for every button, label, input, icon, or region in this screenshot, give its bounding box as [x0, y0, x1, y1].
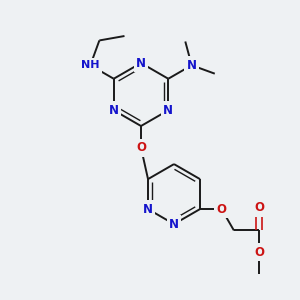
Text: N: N [169, 218, 179, 231]
Text: N: N [109, 104, 119, 117]
Text: N: N [163, 104, 173, 117]
Text: O: O [254, 201, 264, 214]
Text: O: O [217, 202, 226, 216]
Text: N: N [187, 59, 197, 72]
Text: N: N [136, 56, 146, 70]
Text: NH: NH [81, 60, 100, 70]
Text: O: O [254, 245, 264, 259]
Text: O: O [136, 141, 146, 154]
Text: N: N [143, 202, 153, 216]
